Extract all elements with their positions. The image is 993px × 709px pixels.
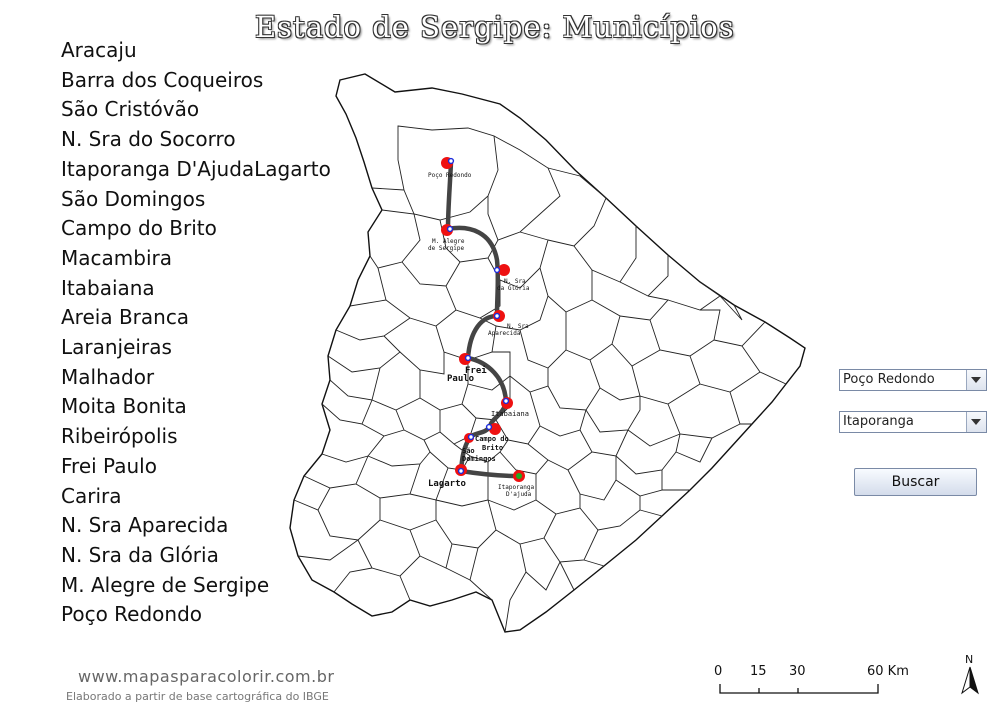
route-node <box>446 225 454 233</box>
sergipe-map[interactable]: Poço Redondo M. Alegre de Sergipe N. Sra… <box>270 60 830 650</box>
route-node <box>457 467 465 475</box>
destination-select[interactable]: Itaporanga <box>839 411 987 433</box>
chevron-down-icon[interactable] <box>966 412 986 432</box>
page-title: Estado de Sergipe: Municípios <box>255 10 735 44</box>
list-item: N. Sra Aparecida <box>61 513 229 538</box>
list-item: Moita Bonita <box>61 394 187 419</box>
route-node <box>493 312 501 320</box>
scale-bar: 0 15 30 60 Km <box>714 664 909 694</box>
north-label: N <box>965 653 973 666</box>
map-label: Itaporanga <box>498 484 535 491</box>
list-item: Aracaju <box>61 38 137 62</box>
scale-tick-label: 60 Km <box>867 664 909 679</box>
route-node <box>464 354 472 362</box>
list-item: São Cristóvão <box>61 97 200 122</box>
list-item: Campo do Brito <box>61 216 217 241</box>
city-marker-campo-do-brito[interactable] <box>489 423 501 435</box>
destination-select-value: Itaporanga <box>843 414 914 429</box>
list-item: Itabaiana <box>61 275 155 300</box>
footer-credit: Elaborado a partir de base cartográfica … <box>66 690 329 703</box>
route-node <box>493 266 501 274</box>
map-label: Domingos <box>462 455 496 463</box>
list-item: São Domingos <box>61 186 206 211</box>
map-label: Aparecida <box>488 330 521 337</box>
city-marker-n-sra-gloria[interactable] <box>498 264 510 276</box>
route-node <box>467 433 475 441</box>
map-label: de Sergipe <box>428 245 465 252</box>
map-label: D'ajuda <box>506 491 532 498</box>
list-item: M. Alegre de Sergipe <box>61 572 270 597</box>
list-item: N. Sra da Glória <box>61 542 219 567</box>
list-item: Areia Branca <box>61 305 190 330</box>
list-item: Poço Redondo <box>61 602 203 627</box>
scale-tick-label: 0 <box>714 664 722 679</box>
city-labels: Poço Redondo M. Alegre de Sergipe N. Sra… <box>428 172 535 498</box>
map-label: São <box>462 447 475 455</box>
route-node <box>485 423 493 431</box>
destination-node <box>516 473 522 479</box>
map-label: Itabaiana <box>491 410 529 418</box>
map-label: Lagarto <box>428 479 466 489</box>
map-label: Frei <box>465 365 487 376</box>
scale-tick-label: 15 <box>750 664 767 679</box>
map-label: N. Sra <box>504 278 526 285</box>
list-item: Barra dos Coqueiros <box>61 67 264 92</box>
origin-select-value: Poço Redondo <box>843 372 935 387</box>
list-item: Ribeirópolis <box>61 424 178 449</box>
scale-tick-label: 30 <box>789 664 806 679</box>
map-label: da Glória <box>497 285 530 292</box>
city-markers <box>441 157 525 482</box>
search-button[interactable]: Buscar <box>854 468 977 496</box>
map-label: Campo do <box>475 435 509 443</box>
chevron-down-icon[interactable] <box>966 370 986 390</box>
map-label: Brito <box>482 444 503 452</box>
north-arrow-icon: N <box>961 653 979 695</box>
origin-select[interactable]: Poço Redondo <box>839 369 987 391</box>
list-item: Carira <box>61 483 122 508</box>
list-item: Malhador <box>61 364 155 389</box>
municipality-list: Aracaju Barra dos Coqueiros São Cristóvã… <box>61 36 331 630</box>
map-label: N. Sra <box>507 323 529 330</box>
list-item: Laranjeiras <box>61 335 172 360</box>
municipal-borders <box>293 125 787 633</box>
state-outline <box>289 73 806 633</box>
map-label: Paulo <box>447 374 474 384</box>
route-path <box>445 159 521 479</box>
footer-url: www.mapasparacolorir.com.br <box>78 667 335 686</box>
list-item: Frei Paulo <box>61 453 157 478</box>
list-item: Macambira <box>61 245 172 270</box>
list-item: Itaporanga D'AjudaLagarto <box>61 156 331 181</box>
route-node <box>502 397 510 405</box>
list-item: N. Sra do Socorro <box>61 127 236 152</box>
map-label: M. Alegre <box>432 238 465 245</box>
map-label: Poço Redondo <box>428 172 472 179</box>
route-node <box>447 157 455 165</box>
